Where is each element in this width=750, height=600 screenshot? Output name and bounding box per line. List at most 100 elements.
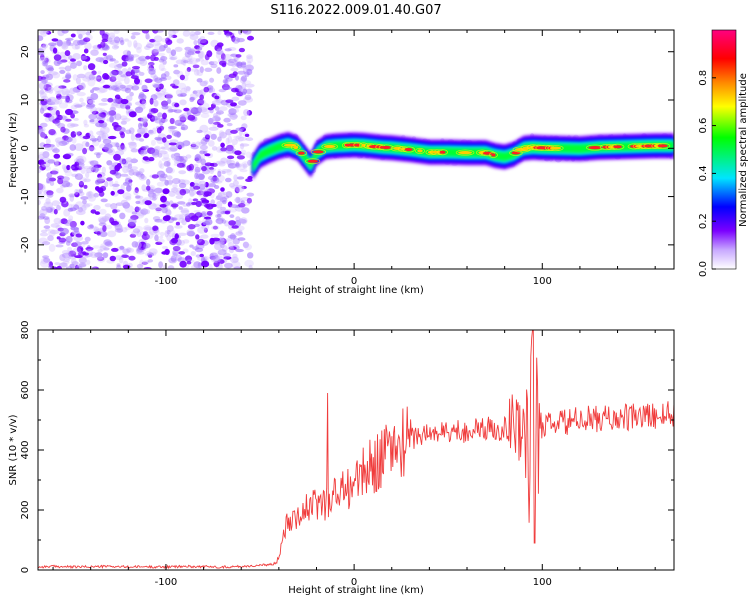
noise-blob — [39, 232, 49, 237]
noise-blob — [66, 122, 76, 128]
noise-blob — [58, 102, 68, 109]
noise-blob — [173, 69, 181, 75]
noise-blob — [48, 243, 56, 252]
noise-blob — [190, 264, 201, 269]
noise-blob — [92, 140, 100, 147]
noise-blob — [131, 211, 138, 215]
noise-blob — [93, 204, 101, 211]
noise-blob — [223, 195, 230, 199]
noise-blob — [74, 104, 83, 108]
noise-blob — [122, 264, 131, 269]
noise-blob — [127, 247, 134, 253]
noise-blob — [124, 205, 134, 213]
noise-blob — [126, 50, 131, 57]
noise-blob — [121, 161, 128, 165]
ridge-core-rim — [378, 144, 394, 151]
noise-blob — [168, 142, 177, 146]
ridge-core-rim — [290, 144, 301, 151]
noise-blob — [210, 199, 215, 205]
noise-blob — [129, 169, 139, 174]
noise-blob — [245, 83, 255, 88]
noise-blob — [47, 235, 54, 242]
noise-blob — [86, 259, 91, 265]
noise-blob — [38, 153, 45, 160]
noise-blob — [56, 205, 61, 211]
noise-blob — [93, 192, 99, 198]
ridge-core — [588, 146, 602, 150]
noise-blob — [125, 71, 132, 77]
noise-blob — [114, 164, 120, 172]
noise-blob — [139, 123, 146, 127]
noise-blob — [220, 53, 226, 61]
noise-blob — [229, 204, 239, 209]
noise-blob — [135, 133, 142, 138]
noise-blob — [56, 93, 62, 100]
noise-blob — [74, 192, 80, 198]
noise-blob — [68, 193, 76, 198]
noise-blob — [138, 55, 147, 62]
noise-blob — [184, 213, 192, 218]
noise-blob — [138, 92, 145, 99]
noise-blob — [238, 229, 243, 234]
noise-blob — [217, 30, 222, 35]
noise-blob — [186, 48, 195, 54]
noise-blob — [91, 76, 101, 80]
noise-blob — [148, 129, 154, 134]
noise-blob — [77, 242, 86, 248]
noise-blob — [117, 70, 123, 75]
noise-blob — [137, 127, 146, 135]
noise-blob — [44, 116, 51, 123]
noise-blob — [180, 59, 186, 65]
noise-blob — [166, 47, 172, 54]
noise-blob — [85, 171, 90, 179]
noise-blob — [208, 117, 214, 125]
noise-blob — [179, 260, 187, 268]
noise-blob — [189, 96, 195, 103]
noise-blob — [59, 69, 66, 74]
ridge-core-rim — [655, 142, 671, 149]
ridge-core — [491, 153, 496, 157]
noise-blob — [144, 45, 151, 50]
noise-blob — [224, 262, 233, 269]
noise-blob — [209, 166, 214, 171]
noise-blob — [111, 183, 120, 187]
noise-blob — [235, 231, 244, 236]
noise-blob — [173, 64, 179, 68]
noise-blob — [231, 35, 236, 42]
noise-blob — [102, 225, 107, 232]
ridge-core-rim — [480, 150, 495, 157]
noise-blob — [83, 178, 91, 183]
noise-blob — [87, 147, 96, 151]
ridge-core — [346, 143, 359, 147]
ridge-core — [439, 150, 446, 154]
noise-blob — [188, 57, 198, 65]
noise-blob — [139, 259, 145, 267]
noise-blob — [223, 74, 230, 80]
noise-blob — [125, 58, 134, 62]
noise-blob — [59, 262, 68, 268]
noise-blob — [149, 38, 156, 43]
noise-blob — [77, 39, 85, 46]
noise-blob — [53, 85, 63, 93]
noise-blob — [208, 263, 213, 269]
noise-blob — [186, 67, 192, 72]
noise-blob — [235, 135, 245, 142]
noise-blob — [218, 192, 226, 197]
x-tick-label: 100 — [533, 276, 552, 287]
noise-blob — [222, 200, 227, 205]
noise-blob — [234, 150, 242, 156]
noise-blob — [110, 81, 118, 88]
noise-blob — [70, 113, 75, 119]
noise-blob — [164, 230, 169, 238]
noise-blob — [70, 258, 77, 265]
noise-blob — [59, 95, 68, 99]
noise-blob — [116, 263, 121, 268]
noise-blob — [85, 104, 95, 110]
noise-blob — [231, 96, 240, 102]
noise-blob — [93, 226, 99, 232]
noise-blob — [119, 173, 129, 177]
noise-blob — [195, 141, 201, 148]
y-tick-label: 0 — [20, 145, 31, 151]
noise-blob — [72, 53, 81, 60]
noise-blob — [149, 193, 158, 201]
